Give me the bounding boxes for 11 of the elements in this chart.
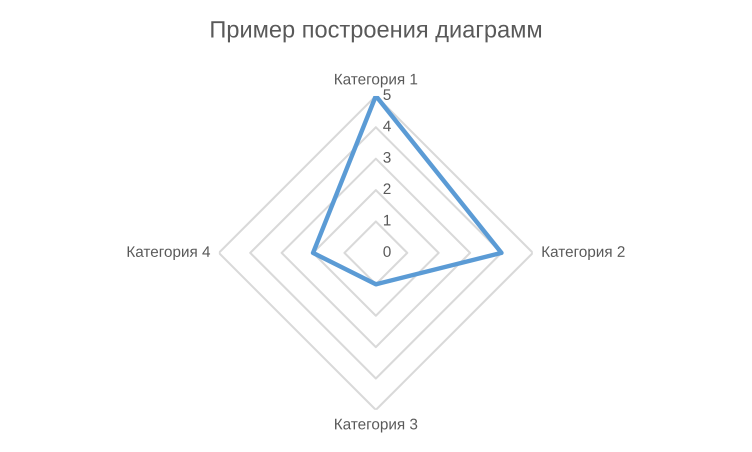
spoke-label: Категория 3 xyxy=(335,418,418,432)
spoke-label: Категория 1 xyxy=(335,74,418,88)
y-tick-label: 5 xyxy=(383,89,391,100)
y-tick-label: 1 xyxy=(384,214,391,226)
spoke-label: Категория 2 xyxy=(542,246,625,260)
y-tick-label: 3 xyxy=(383,152,391,163)
chart-title: Пример построения диаграмм xyxy=(211,21,542,42)
y-tick-label: 2 xyxy=(384,183,391,194)
y-tick-label: 0 xyxy=(383,246,391,257)
spoke-label: Категория 4 xyxy=(128,246,210,260)
y-tick-label: 4 xyxy=(383,120,391,132)
